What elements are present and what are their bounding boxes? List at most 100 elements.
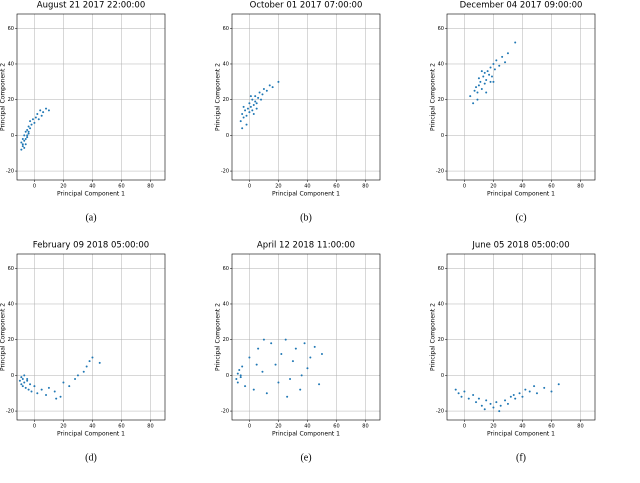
y-tick-label: -20 xyxy=(6,169,14,175)
x-tick-label: 40 xyxy=(519,184,525,190)
point xyxy=(45,107,48,110)
point xyxy=(55,397,58,400)
point xyxy=(255,102,258,105)
point xyxy=(88,360,91,363)
point xyxy=(23,139,26,142)
point xyxy=(476,98,479,101)
point xyxy=(485,91,488,94)
point xyxy=(245,123,248,126)
point xyxy=(26,129,29,132)
x-tick-label: 80 xyxy=(147,184,153,190)
point xyxy=(521,395,524,398)
chart-title: October 01 2017 07:00:00 xyxy=(250,1,363,11)
point xyxy=(34,116,37,119)
point xyxy=(499,404,502,407)
x-tick-label: 60 xyxy=(548,184,554,190)
point xyxy=(492,406,495,409)
point xyxy=(20,383,23,386)
y-tick-label: 20 xyxy=(438,97,444,103)
chart-title: December 04 2017 09:00:00 xyxy=(460,1,583,11)
point xyxy=(24,143,27,146)
point xyxy=(509,395,512,398)
x-axis-label: Principal Component 1 xyxy=(487,191,555,198)
point xyxy=(501,55,504,58)
y-axis-label: Principal Component 2 xyxy=(215,303,222,371)
point xyxy=(260,98,263,101)
y-tick-label: 40 xyxy=(438,301,444,307)
point xyxy=(29,383,32,386)
subfigure-caption: (c) xyxy=(515,212,526,223)
subfigure-caption: (b) xyxy=(300,212,312,223)
x-tick-label: 80 xyxy=(577,424,583,430)
point xyxy=(489,66,492,69)
point xyxy=(33,121,36,124)
point xyxy=(18,379,21,382)
axes-frame xyxy=(231,253,381,421)
point xyxy=(27,132,30,135)
point xyxy=(488,73,491,76)
point xyxy=(241,365,244,368)
point xyxy=(320,352,323,355)
point xyxy=(262,87,265,90)
point xyxy=(550,390,553,393)
point xyxy=(245,114,248,117)
point xyxy=(235,377,238,380)
y-tick-label: -20 xyxy=(221,409,229,415)
y-tick-label: 20 xyxy=(8,97,14,103)
y-axis-label: Principal Component 2 xyxy=(430,303,437,371)
point xyxy=(20,141,23,144)
point xyxy=(457,392,460,395)
point xyxy=(241,127,244,130)
point xyxy=(31,118,34,121)
point xyxy=(29,127,32,130)
point xyxy=(248,111,251,114)
point xyxy=(249,95,252,98)
y-tick-label: 40 xyxy=(223,301,229,307)
point xyxy=(485,399,488,402)
point xyxy=(239,376,242,379)
point xyxy=(472,394,475,397)
point xyxy=(252,388,255,391)
x-tick-label: 60 xyxy=(548,424,554,430)
point xyxy=(476,91,479,94)
point xyxy=(262,338,265,341)
y-tick-label: 60 xyxy=(8,26,14,32)
point xyxy=(483,71,486,74)
point xyxy=(473,89,476,92)
point xyxy=(483,82,486,85)
point xyxy=(242,116,245,119)
point xyxy=(244,385,247,388)
point xyxy=(318,383,321,386)
point xyxy=(524,388,527,391)
point xyxy=(62,381,65,384)
x-tick-label: 0 xyxy=(248,184,251,190)
point xyxy=(76,374,79,377)
point xyxy=(265,89,268,92)
chart-title: April 12 2018 11:00:00 xyxy=(257,241,355,251)
x-tick-label: 0 xyxy=(463,424,466,430)
x-tick-label: 20 xyxy=(60,184,66,190)
axes-frame xyxy=(446,253,596,421)
x-tick-label: 40 xyxy=(89,424,95,430)
subfigure-caption: (f) xyxy=(516,452,526,463)
point xyxy=(40,114,43,117)
axes-frame xyxy=(16,13,166,181)
point xyxy=(299,388,302,391)
point xyxy=(294,347,297,350)
point xyxy=(480,87,483,90)
y-tick-label: 0 xyxy=(11,133,14,139)
point xyxy=(42,111,45,114)
y-tick-label: 60 xyxy=(223,266,229,272)
point xyxy=(533,385,536,388)
point xyxy=(506,52,509,55)
y-axis-label: Principal Component 2 xyxy=(430,63,437,131)
y-tick-label: 60 xyxy=(438,266,444,272)
point xyxy=(23,374,26,377)
x-axis-label: Principal Component 1 xyxy=(272,191,340,198)
point xyxy=(23,146,26,149)
point xyxy=(20,148,23,151)
subfigure-caption: (e) xyxy=(300,452,311,463)
point xyxy=(24,130,27,133)
point xyxy=(21,145,24,148)
point xyxy=(506,402,509,405)
